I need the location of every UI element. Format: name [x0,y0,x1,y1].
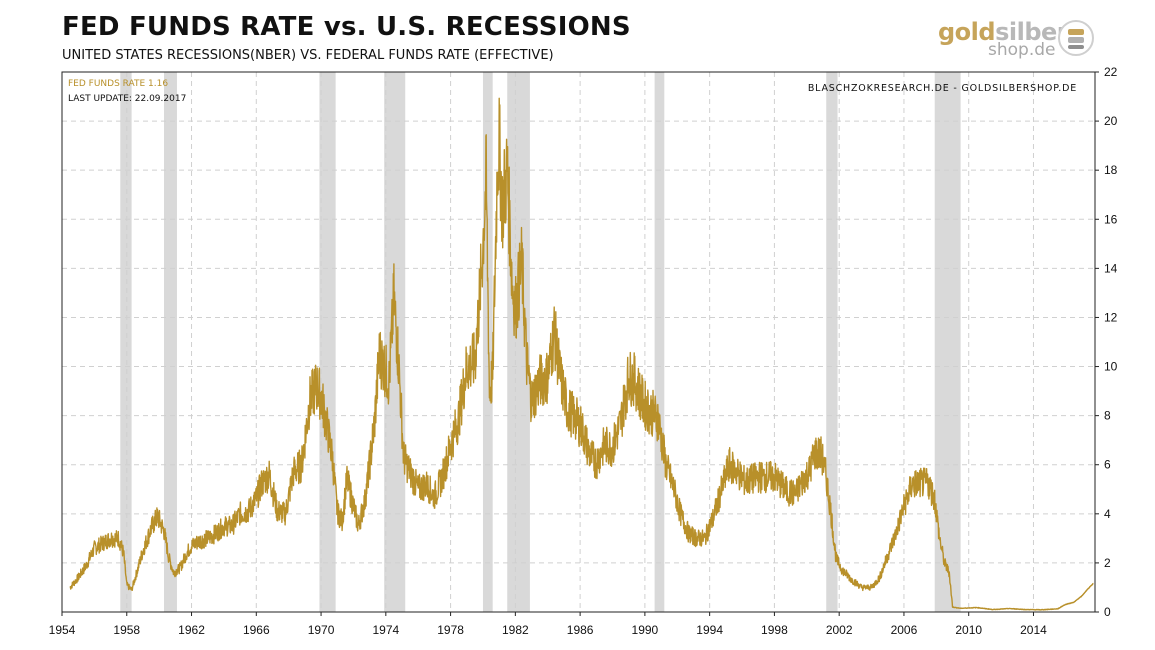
recession-band-8 [826,72,838,612]
y-tick-label-20: 20 [1104,114,1118,128]
page-title: FED FUNDS RATE vs. U.S. RECESSIONS [62,12,631,42]
plot-border [61,71,1096,613]
y-tick-label-2: 2 [1104,556,1111,570]
logo-domain-text: shop.de [988,40,1056,60]
x-tick-label-2006: 2006 [891,623,918,637]
recession-band-3 [319,72,336,612]
recession-band-7 [654,72,665,612]
x-tick-label-1978: 1978 [437,623,464,637]
legend-entry: FED FUNDS RATE 1.16 [68,79,168,89]
x-tick-label-1958: 1958 [113,623,140,637]
logo-silber-text: silber [995,18,1069,46]
x-tick-label-1962: 1962 [178,623,205,637]
y-tick-label-10: 10 [1104,360,1118,374]
x-tick-label-1990: 1990 [632,623,659,637]
recession-band-6 [507,72,530,612]
page-subtitle: UNITED STATES RECESSIONS(NBER) VS. FEDER… [62,48,554,63]
y-tick-label-14: 14 [1104,261,1118,275]
logo-wordmark: goldsilber [938,18,1069,46]
x-tick-label-1974: 1974 [372,623,399,637]
x-tick-label-1954: 1954 [49,623,76,637]
recession-band-4 [384,72,406,612]
x-tick-label-2002: 2002 [826,623,853,637]
y-tick-label-4: 4 [1104,507,1111,521]
source-label: BLASCHZOKRESEARCH.DE - GOLDSILBERSHOP.DE [808,83,1077,94]
recession-band-2 [164,72,177,612]
x-tick-label-1966: 1966 [243,623,270,637]
y-tick-label-6: 6 [1104,458,1111,472]
goldsilbershop-logo[interactable]: goldsilber shop.de [938,18,1098,62]
y-tick-label-22: 22 [1104,65,1118,79]
gold-bars-icon [1058,20,1094,56]
y-tick-label-8: 8 [1104,409,1111,423]
x-tick-label-2010: 2010 [955,623,982,637]
last-update-label: LAST UPDATE: 22.09.2017 [68,94,186,104]
fed-funds-rate-line [69,97,1094,611]
x-tick-label-1982: 1982 [502,623,529,637]
x-tick-label-2014: 2014 [1020,623,1047,637]
logo-gold-text: gold [938,18,996,46]
x-tick-label-1986: 1986 [567,623,594,637]
y-tick-label-0: 0 [1104,605,1111,619]
x-tick-label-1970: 1970 [308,623,335,637]
x-tick-label-1998: 1998 [761,623,788,637]
recession-band-9 [934,72,961,612]
x-tick-label-1994: 1994 [696,623,723,637]
y-tick-label-16: 16 [1104,212,1118,226]
y-tick-label-18: 18 [1104,163,1118,177]
recession-band-1 [120,72,132,612]
y-tick-label-12: 12 [1104,310,1118,324]
